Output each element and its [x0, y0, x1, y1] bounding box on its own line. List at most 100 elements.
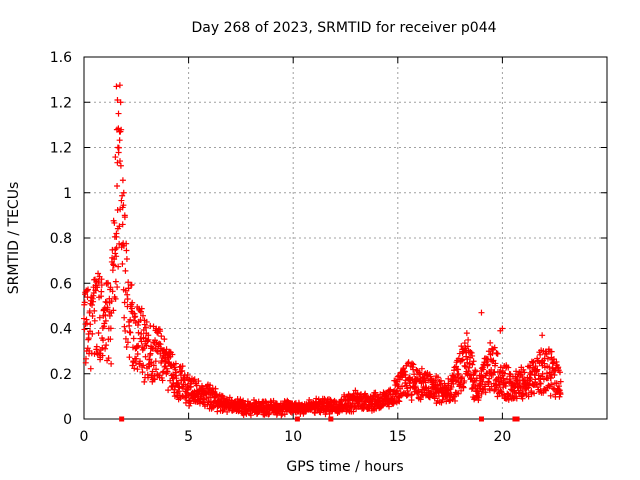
data-point: [437, 377, 444, 384]
data-point: [126, 322, 133, 329]
data-point: [557, 378, 564, 385]
data-point: [401, 368, 408, 375]
data-point: [278, 412, 285, 419]
data-point: [530, 358, 537, 365]
data-point: [143, 324, 150, 331]
data-point: [148, 359, 155, 366]
data-point: [122, 327, 129, 334]
data-point: [99, 352, 106, 359]
data-point: [458, 387, 465, 394]
data-point: [122, 335, 129, 342]
data-point: [480, 386, 487, 393]
data-point: [469, 384, 476, 391]
data-point: [544, 355, 551, 362]
y-tick-label: 0.6: [50, 276, 72, 292]
data-point: [161, 336, 168, 343]
data-point: [123, 247, 130, 254]
y-tick-label: 0.4: [50, 322, 72, 338]
data-point: [557, 391, 564, 398]
data-point: [469, 352, 476, 359]
data-point: [386, 403, 393, 410]
data-point: [513, 395, 520, 402]
data-point: [462, 363, 469, 370]
data-point: [89, 330, 96, 337]
data-point: [88, 350, 95, 357]
data-point: [115, 125, 122, 132]
data-point: [150, 362, 157, 369]
data-point: [350, 408, 357, 415]
data-point: [107, 336, 114, 343]
data-point: [102, 345, 109, 352]
data-point: [132, 313, 139, 320]
data-point: [123, 256, 130, 263]
data-point: [152, 358, 159, 365]
data-point: [505, 396, 512, 403]
data-point: [478, 309, 485, 316]
data-point: [131, 365, 138, 372]
data-point: [173, 369, 180, 376]
data-point: [158, 333, 165, 340]
data-point: [499, 325, 506, 332]
grid: [84, 57, 607, 419]
data-point: [119, 260, 126, 267]
zero-marker: [294, 416, 300, 422]
data-point: [492, 360, 499, 367]
data-point: [484, 356, 491, 363]
data-point: [133, 355, 140, 362]
data-point: [120, 189, 127, 196]
data-point: [113, 230, 120, 237]
data-point: [475, 394, 482, 401]
data-point: [102, 311, 109, 318]
x-tick-label: 10: [284, 429, 302, 445]
data-point: [521, 369, 528, 376]
x-tick-label: 5: [184, 429, 193, 445]
data-point: [137, 335, 144, 342]
data-point: [484, 361, 491, 368]
data-point: [545, 382, 552, 389]
data-point: [393, 388, 400, 395]
data-point: [497, 364, 504, 371]
data-point: [85, 335, 92, 342]
data-point: [179, 363, 186, 370]
data-point: [482, 389, 489, 396]
data-point: [139, 312, 146, 319]
data-point: [124, 296, 131, 303]
data-point: [556, 393, 563, 400]
data-point: [135, 342, 142, 349]
zero-marker: [514, 416, 520, 422]
data-point: [452, 397, 459, 404]
data-point: [134, 322, 141, 329]
data-point: [438, 399, 445, 406]
data-point: [502, 383, 509, 390]
data-point: [151, 376, 158, 383]
data-point: [471, 396, 478, 403]
data-point: [165, 387, 172, 394]
data-point: [434, 382, 441, 389]
data-point: [108, 360, 115, 367]
data-point: [99, 344, 106, 351]
data-point: [117, 162, 124, 169]
data-point: [163, 346, 170, 353]
data-point: [121, 314, 128, 321]
x-tick-label: 0: [80, 429, 89, 445]
data-point: [195, 378, 202, 385]
data-point: [116, 128, 123, 135]
data-point: [539, 370, 546, 377]
axis-ticks: 0 0.2 0.4 0.6 0.8 1 1.2 1.2 1.6 0 5 10 15 20: [50, 50, 607, 445]
data-point: [112, 154, 119, 161]
data-point: [548, 348, 555, 355]
y-tick-label: 1.6: [50, 50, 72, 66]
data-point: [529, 359, 536, 366]
data-point: [219, 407, 226, 414]
data-point: [116, 82, 123, 89]
y-axis-label: SRMTID / TECUs: [6, 182, 22, 295]
data-point: [126, 354, 133, 361]
data-point: [102, 298, 109, 305]
data-point: [413, 375, 420, 382]
data-point: [184, 372, 191, 379]
data-point: [145, 336, 152, 343]
data-point: [139, 369, 146, 376]
data-point: [519, 387, 526, 394]
data-point: [493, 350, 500, 357]
